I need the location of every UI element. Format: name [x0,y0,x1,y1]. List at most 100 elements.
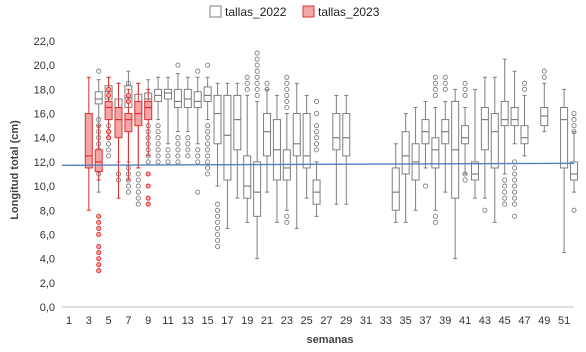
box-iqr [332,113,341,151]
outlier-point [205,147,211,153]
box-iqr [94,149,103,173]
box-iqr [570,161,578,181]
outlier-point [125,80,131,86]
outlier-point [155,129,161,135]
outlier-point [254,92,260,98]
y-tick-label: 20,0 [34,60,55,72]
outlier-point [462,80,468,86]
box-iqr [233,94,242,151]
y-tick-label: 4,0 [40,254,55,266]
outlier-point [313,135,320,141]
outlier-point [165,159,171,165]
outlier-point [512,195,518,201]
outlier-point [155,135,161,141]
box-tallas_2022-week-15 [203,62,212,177]
box-tallas_2023-week-7 [124,88,133,181]
outlier-point [254,80,260,86]
outlier-point [155,123,161,129]
outlier-point [571,110,577,117]
outlier-point [195,153,201,159]
legend-label-2023: tallas_2023 [318,5,380,19]
outlier-point [284,104,290,111]
outlier-point [125,92,131,98]
box-iqr [500,100,509,127]
outlier-point [125,189,131,195]
box-iqr [114,107,123,139]
outlier-point [175,141,181,147]
outlier-point [205,135,211,141]
box-iqr [302,113,311,169]
x-tick-label: 17 [221,315,233,327]
box-iqr [183,88,192,109]
outlier-point [96,225,102,231]
outlier-point [264,86,270,92]
outlier-point [205,171,211,177]
outlier-point [571,207,577,213]
outlier-point [106,86,112,92]
outlier-point [432,86,438,92]
x-tick-label: 3 [86,315,92,327]
box-iqr [401,131,410,175]
outlier-point [96,213,102,219]
outlier-point [254,68,260,74]
outlier-point [571,129,577,135]
outlier-point [175,147,181,153]
outlier-point [502,195,508,201]
outlier-point [155,159,161,165]
outlier-point [521,86,528,92]
outlier-point [96,256,102,262]
outlier-point [502,177,508,183]
outlier-point [284,213,290,219]
outlier-point [155,147,161,153]
outlier-point [432,80,438,86]
box-tallas_2022-week-39 [441,74,450,193]
outlier-point [512,189,518,195]
box-tallas_2023-week-3 [84,76,93,211]
box-iqr [510,107,519,127]
outlier-point [106,141,112,147]
outlier-point [135,189,141,195]
y-tick-label: 10,0 [34,181,55,193]
box-tallas_2023-week-6 [114,82,123,199]
x-tick-label: 7 [125,315,131,327]
outlier-point [96,219,102,225]
outlier-point [135,183,141,189]
y-tick-label: 22,0 [34,36,55,48]
outlier-point [313,110,320,117]
box-iqr [520,125,529,145]
outlier-point [462,171,468,177]
box-tallas_2022-week-23 [282,74,291,225]
legend: tallas_2022 tallas_2023 [209,5,380,19]
box-iqr [461,125,470,145]
outlier-point [185,153,191,159]
outlier-point [512,213,518,219]
outlier-point [135,177,141,183]
outlier-point [512,165,518,171]
outlier-point [205,153,211,159]
outlier-point [571,123,577,129]
outlier-point [422,183,429,189]
box-tallas_2022-week-25 [302,94,311,199]
outlier-point [125,183,131,189]
outlier-point [284,86,290,92]
box-tallas_2022-week-38 [431,74,440,225]
box-iqr [253,161,262,217]
outlier-point [214,225,221,231]
box-tallas_2022-week-44 [490,76,499,223]
outlier-point [96,268,102,274]
x-tick-label: 13 [182,315,194,327]
outlier-point [145,183,151,189]
outlier-point [185,147,191,153]
outlier-point [175,159,181,165]
box-tallas_2022-week-26 [312,98,321,217]
box-iqr [94,91,103,105]
box-iqr [223,94,232,181]
x-tick-label: 11 [162,315,173,327]
outlier-point [571,117,577,123]
outlier-point [175,153,181,159]
outlier-point [155,141,161,147]
box-tallas_2022-week-24 [292,82,301,229]
box-tallas_2022-week-16 [213,82,222,250]
box-tallas_2022-week-12 [173,62,182,165]
